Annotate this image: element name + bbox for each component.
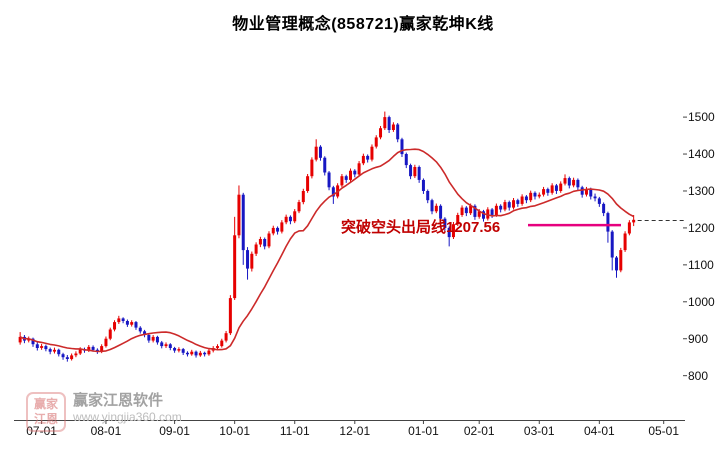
y-tick-label: 1200: [688, 220, 715, 235]
x-tick-label: 01-01: [408, 424, 439, 438]
y-tick-label: 1100: [688, 257, 714, 272]
watermark-logo-icon: 赢家 江恩: [26, 392, 66, 432]
y-tick-label: 900: [688, 331, 709, 346]
y-tick-label: 1000: [688, 294, 715, 309]
watermark: 赢家 江恩 赢家江恩软件 www.yingjia360.com: [26, 392, 182, 432]
x-tick-label: 07-01: [26, 424, 57, 438]
page-title: 物业管理概念(858721)赢家乾坤K线: [232, 16, 494, 33]
x-tick-label: 09-01: [159, 424, 190, 438]
x-tick-label: 11-01: [279, 424, 310, 438]
y-tick-label: 1400: [688, 147, 715, 162]
watermark-url: www.yingjia360.com: [73, 410, 182, 424]
annotation-label: 突破空头出局线1207.56: [341, 219, 501, 237]
y-tick-label: 800: [688, 368, 709, 383]
x-tick-label: 10-01: [219, 424, 250, 438]
x-tick-label: 05-01: [648, 424, 680, 438]
x-tick-label: 04-01: [583, 424, 615, 438]
watermark-name: 赢家江恩软件: [73, 392, 164, 409]
x-tick-label: 08-01: [90, 424, 122, 438]
x-tick-label: 12-01: [339, 424, 371, 438]
watermark-logo-line2: 江恩: [33, 412, 58, 426]
y-tick-label: 1300: [688, 183, 715, 198]
watermark-logo-line1: 赢家: [33, 397, 58, 411]
y-tick-label: 1500: [688, 110, 715, 125]
x-tick-label: 03-01: [523, 424, 555, 438]
x-tick-label: 02-01: [463, 424, 495, 438]
